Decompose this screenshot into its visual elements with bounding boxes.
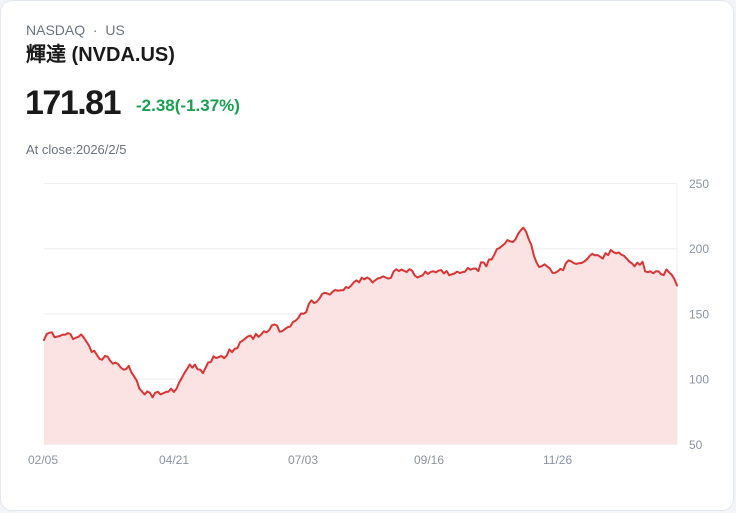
svg-text:50: 50 (689, 438, 703, 452)
svg-text:150: 150 (689, 307, 709, 321)
svg-text:11/26: 11/26 (543, 453, 572, 467)
svg-text:07/03: 07/03 (288, 453, 318, 467)
svg-text:250: 250 (689, 177, 709, 191)
svg-text:02/05: 02/05 (28, 453, 58, 467)
svg-text:100: 100 (689, 373, 709, 387)
svg-text:04/21: 04/21 (159, 453, 189, 467)
svg-text:200: 200 (689, 242, 709, 256)
svg-text:09/16: 09/16 (414, 453, 444, 467)
